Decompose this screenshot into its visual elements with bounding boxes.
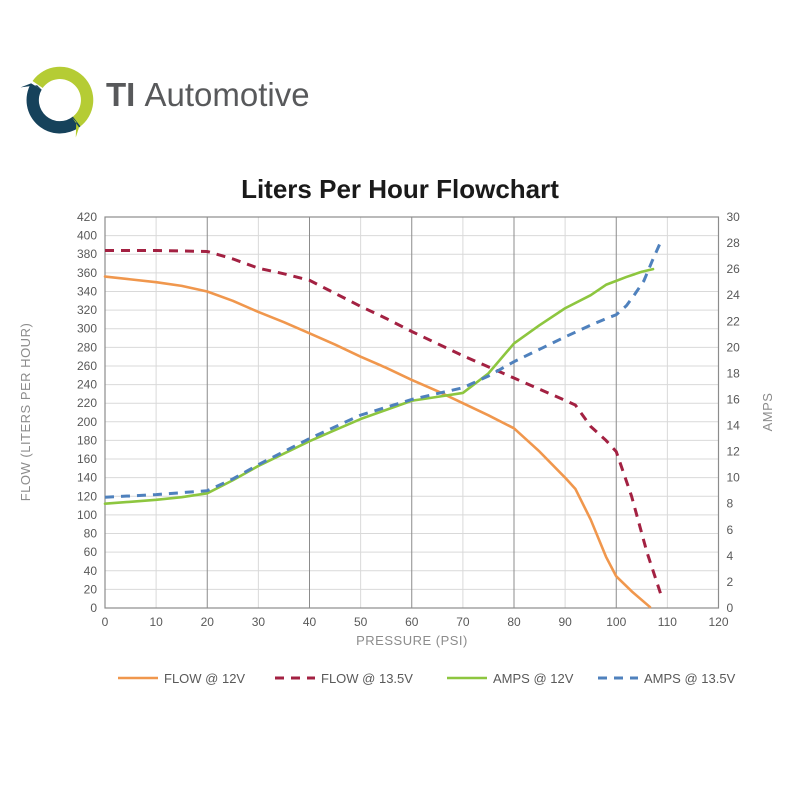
- svg-text:200: 200: [77, 415, 97, 429]
- svg-text:100: 100: [606, 615, 626, 629]
- svg-text:360: 360: [77, 266, 97, 280]
- svg-text:26: 26: [727, 262, 741, 276]
- svg-text:160: 160: [77, 452, 97, 466]
- svg-text:240: 240: [77, 378, 97, 392]
- svg-text:380: 380: [77, 247, 97, 261]
- svg-text:28: 28: [727, 236, 741, 250]
- svg-text:AMPS @ 12V: AMPS @ 12V: [493, 671, 574, 686]
- svg-text:180: 180: [77, 433, 97, 447]
- svg-text:80: 80: [84, 527, 98, 541]
- svg-text:60: 60: [84, 545, 98, 559]
- svg-text:30: 30: [252, 615, 266, 629]
- svg-text:AMPS @ 13.5V: AMPS @ 13.5V: [644, 671, 736, 686]
- svg-text:FLOW (LITERS PER HOUR): FLOW (LITERS PER HOUR): [18, 323, 33, 502]
- svg-text:60: 60: [405, 615, 419, 629]
- svg-text:80: 80: [507, 615, 521, 629]
- svg-text:70: 70: [456, 615, 470, 629]
- svg-text:40: 40: [303, 615, 317, 629]
- svg-text:24: 24: [727, 288, 741, 302]
- svg-text:PRESSURE (PSI): PRESSURE (PSI): [356, 633, 468, 648]
- svg-text:12: 12: [727, 445, 741, 459]
- svg-text:140: 140: [77, 471, 97, 485]
- svg-text:8: 8: [727, 497, 734, 511]
- svg-text:10: 10: [149, 615, 163, 629]
- svg-text:16: 16: [727, 392, 741, 406]
- svg-text:90: 90: [558, 615, 572, 629]
- svg-text:10: 10: [727, 471, 741, 485]
- svg-text:320: 320: [77, 303, 97, 317]
- svg-text:22: 22: [727, 314, 741, 328]
- svg-text:30: 30: [727, 210, 741, 224]
- svg-text:FLOW @ 13.5V: FLOW @ 13.5V: [321, 671, 413, 686]
- svg-text:4: 4: [727, 549, 734, 563]
- svg-text:2: 2: [727, 575, 734, 589]
- svg-text:100: 100: [77, 508, 97, 522]
- svg-text:14: 14: [727, 419, 741, 433]
- svg-text:0: 0: [727, 601, 734, 615]
- svg-text:120: 120: [708, 615, 728, 629]
- svg-text:120: 120: [77, 489, 97, 503]
- svg-text:20: 20: [201, 615, 215, 629]
- svg-text:0: 0: [102, 615, 109, 629]
- svg-text:300: 300: [77, 322, 97, 336]
- svg-text:0: 0: [90, 601, 97, 615]
- svg-text:20: 20: [84, 582, 98, 596]
- svg-text:420: 420: [77, 210, 97, 224]
- svg-text:FLOW @ 12V: FLOW @ 12V: [164, 671, 245, 686]
- svg-text:260: 260: [77, 359, 97, 373]
- svg-text:340: 340: [77, 284, 97, 298]
- svg-text:50: 50: [354, 615, 368, 629]
- svg-text:AMPS: AMPS: [760, 393, 775, 432]
- svg-text:6: 6: [727, 523, 734, 537]
- svg-text:280: 280: [77, 340, 97, 354]
- svg-text:110: 110: [658, 615, 677, 629]
- svg-text:18: 18: [727, 366, 741, 380]
- svg-text:400: 400: [77, 229, 97, 243]
- svg-text:220: 220: [77, 396, 97, 410]
- svg-text:20: 20: [727, 340, 741, 354]
- svg-text:40: 40: [84, 564, 98, 578]
